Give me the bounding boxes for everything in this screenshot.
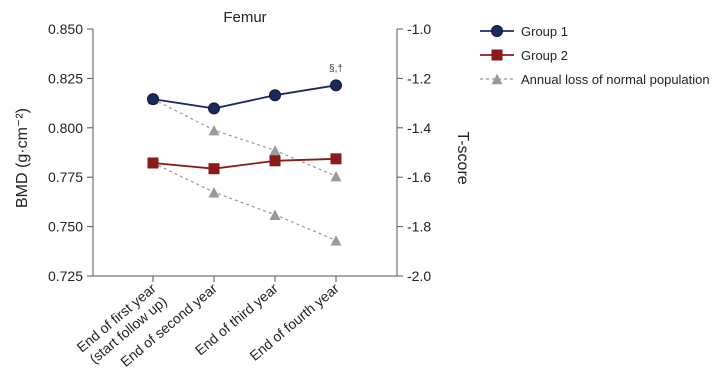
data-point: [147, 93, 159, 106]
y2-tick-label: -1.2: [407, 70, 431, 86]
y-tick-label: 0.750: [48, 219, 83, 235]
data-point: [269, 155, 281, 167]
series-line: [152, 84, 337, 110]
y-axis-title: BMD (g·cm⁻²): [14, 108, 31, 208]
data-point: [269, 89, 281, 102]
legend-item: Group 1: [480, 24, 568, 39]
data-point: [330, 79, 342, 92]
legend-label: Group 2: [521, 48, 568, 63]
legend-marker: [491, 25, 503, 37]
data-point: [330, 235, 342, 246]
legend-label: Group 1: [521, 24, 568, 39]
legend-marker: [491, 73, 503, 85]
series-line: [152, 162, 337, 241]
series-2: [147, 93, 342, 182]
y2-tick-label: -1.0: [407, 21, 431, 37]
annotation: §,†: [329, 63, 343, 74]
y-tick-label: 0.850: [48, 21, 83, 37]
y2-tick-label: -1.8: [407, 219, 431, 235]
y-tick-label: 0.825: [48, 70, 83, 86]
series-1: [147, 153, 342, 175]
y2-tick-label: -1.4: [407, 120, 431, 136]
data-point: [269, 209, 281, 220]
legend-label: Annual loss of normal population: [521, 72, 710, 87]
y-tick-label: 0.725: [48, 268, 83, 284]
series-3: [147, 157, 342, 246]
y-tick-label: 0.775: [48, 169, 83, 185]
data-point: [147, 157, 159, 169]
legend-marker: [491, 49, 503, 61]
series-layer: §,†: [147, 63, 343, 246]
y2-tick-label: -1.6: [407, 169, 431, 185]
axes: 0.725 0.750 0.775 0.800 0.825 0.850 -1.0 -1.2 -1…: [48, 21, 431, 370]
chart-title: Femur: [223, 9, 266, 26]
series-0: [147, 79, 342, 115]
series-line: [152, 157, 337, 170]
data-point: [269, 145, 281, 156]
legend-item: Group 2: [480, 48, 568, 63]
data-point: [208, 186, 220, 198]
data-point: [208, 124, 220, 136]
data-point: [208, 163, 220, 175]
legend: Group 1 Group 2 Annual loss of normal popu…: [480, 24, 710, 87]
y2-axis-title: T-score: [454, 131, 471, 184]
data-point: [330, 170, 342, 182]
y2-tick-label: -2.0: [407, 268, 431, 284]
data-point: [208, 102, 220, 115]
data-point: [330, 153, 342, 165]
legend-item: Annual loss of normal population: [480, 72, 710, 87]
y-tick-label: 0.800: [48, 120, 83, 136]
